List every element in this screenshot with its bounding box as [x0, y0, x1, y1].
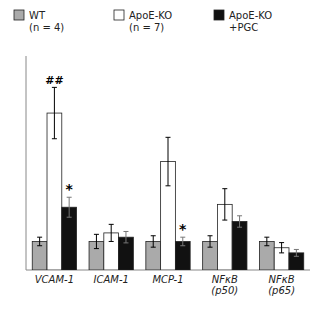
error-bar — [237, 216, 242, 227]
x-tick-label: NFκB(p50) — [211, 274, 238, 296]
error-bar — [123, 231, 128, 242]
annotation: * — [179, 221, 187, 237]
x-tick-label: NFκB(p65) — [268, 274, 295, 296]
bar — [232, 221, 247, 270]
error-bar — [151, 236, 156, 247]
error-bar — [222, 189, 227, 220]
x-tick-label: MCP-1 — [152, 274, 183, 285]
legend-label: ApoE-KO+PGC — [229, 10, 272, 33]
error-bar — [52, 87, 57, 138]
annotation: * — [66, 181, 74, 197]
legend-swatch — [114, 10, 124, 20]
legend-label: WT(n = 4) — [29, 10, 64, 33]
chart: VCAM-1 ICAM-1 MCP-1 NFκB(p50) NFκB(p65) ## * * W… — [0, 0, 320, 320]
error-bar — [264, 237, 269, 246]
x-tick-label: ICAM-1 — [94, 274, 129, 285]
error-bar — [180, 237, 185, 246]
annotation: ## — [45, 74, 63, 87]
legend-swatch — [14, 10, 24, 20]
legend-swatch — [214, 10, 224, 20]
error-bar — [67, 197, 72, 217]
error-bar — [166, 137, 171, 186]
error-bar — [37, 237, 42, 246]
legend-label: ApoE-KO(n = 7) — [129, 10, 172, 33]
error-bar — [94, 234, 99, 248]
error-bar — [294, 249, 299, 256]
error-bar — [208, 236, 213, 247]
bars — [32, 87, 304, 270]
y-axis — [26, 56, 27, 270]
legend: WT(n = 4) ApoE-KO(n = 7) ApoE-KO+PGC — [14, 10, 272, 33]
error-bar — [109, 224, 114, 241]
error-bar — [279, 243, 284, 253]
x-tick-label: VCAM-1 — [35, 274, 74, 285]
